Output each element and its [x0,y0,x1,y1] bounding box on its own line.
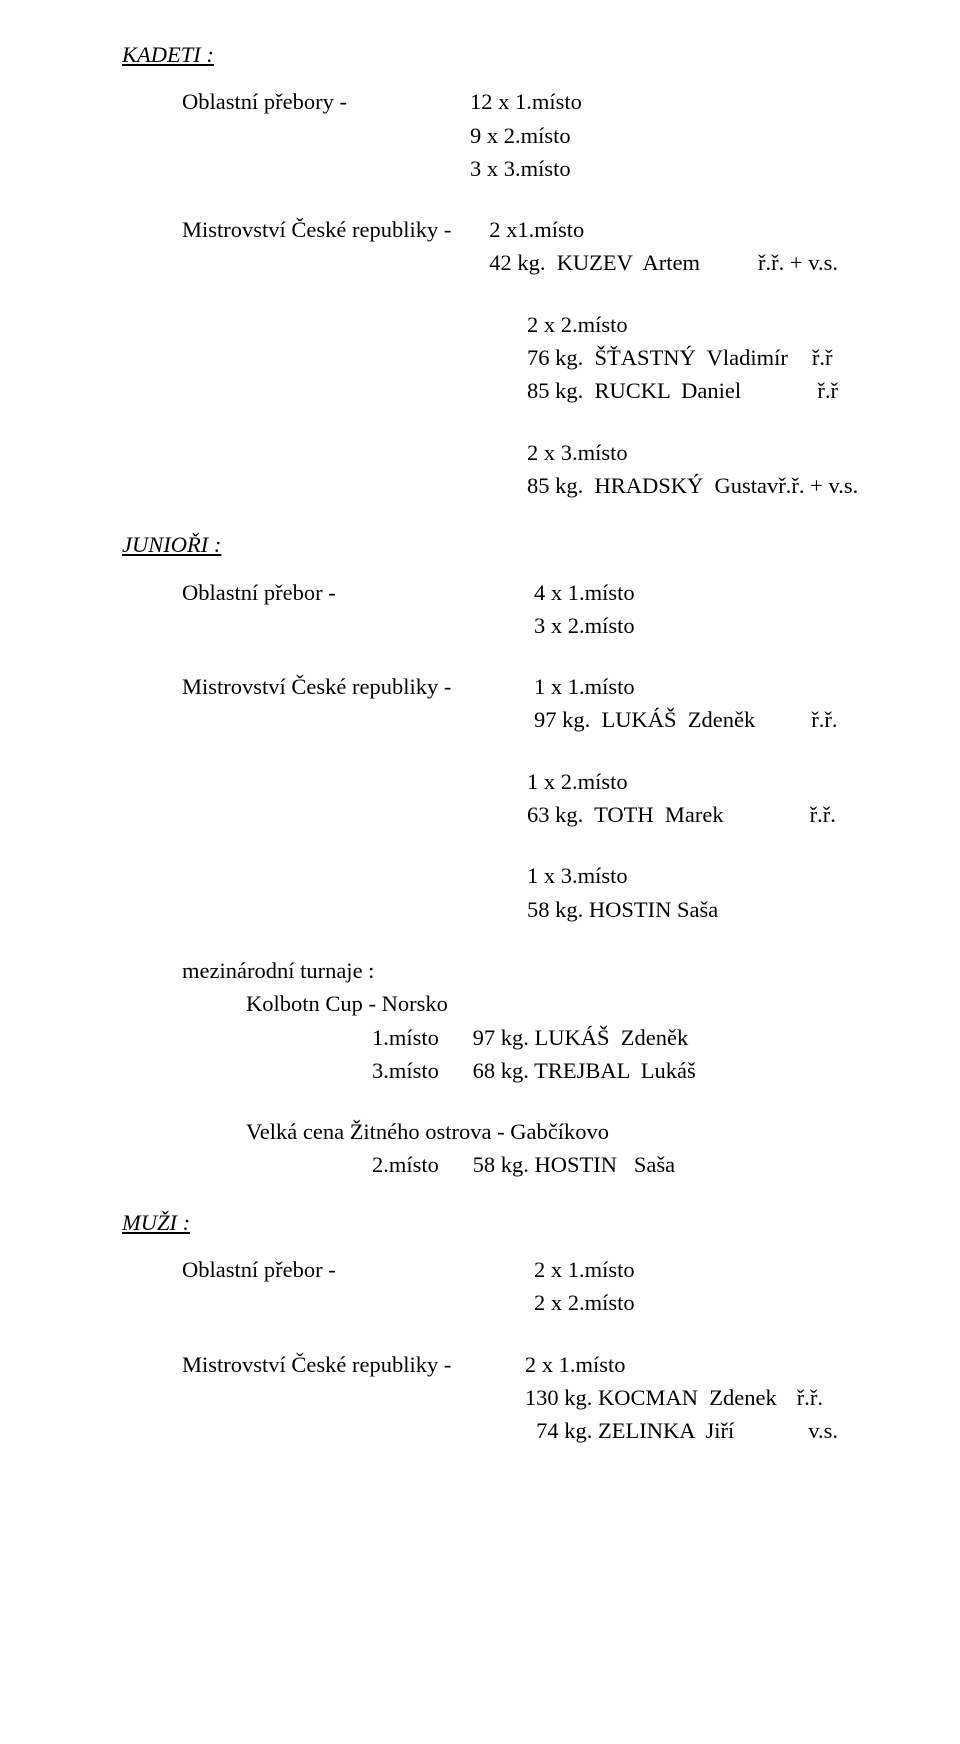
label: Mistrovství České republiky - [182,670,582,737]
line: 2 x1.místo [489,213,838,246]
line: 85 kg. RUCKL Daniel [527,374,741,407]
line: 42 kg. KUZEV Artem [489,246,700,279]
section-heading: KADETI : [122,38,838,71]
line: 76 kg. ŠŤASTNÝ Vladimír [527,341,788,374]
line: 1 x 1.místo [534,670,838,703]
line: 85 kg. HRADSKÝ Gustav [527,469,778,502]
line: 2.místo 58 kg. HOSTIN Saša [372,1148,838,1181]
line: Velká cena Žitného ostrova - Gabčíkovo [246,1115,838,1148]
line: 2 x 1.místo [534,1253,838,1286]
line: 3.místo 68 kg. TREJBAL Lukáš [372,1054,838,1087]
label: Oblastní přebor - [182,1253,582,1320]
line: 74 kg. ZELINKA Jiří [525,1414,734,1447]
line: 9 x 2.místo [470,119,838,152]
line: ř.ř. + v.s. [778,469,858,502]
line: 2 x 1.místo [525,1348,838,1381]
line: 130 kg. KOCMAN Zdenek [525,1381,777,1414]
line: 3 x 3.místo [470,152,838,185]
line: 1 x 3.místo [527,859,838,892]
line: 1.místo 97 kg. LUKÁŠ Zdeněk [372,1021,838,1054]
line: 1 x 2.místo [527,765,838,798]
line: 2 x 2.místo [534,1286,838,1319]
line: 12 x 1.místo [470,85,838,118]
section-heading: MUŽI : [122,1206,838,1239]
line: 2 x 3.místo [527,436,838,469]
line: 97 kg. LUKÁŠ Zdeněk [534,703,755,736]
line: 63 kg. TOTH Marek [527,798,724,831]
label: Oblastní přebor - [182,576,582,643]
line: 4 x 1.místo [534,576,838,609]
label: Mistrovství České republiky - [182,1348,573,1448]
section-heading: JUNIOŘI : [122,528,838,561]
line: 2 x 2.místo [527,308,838,341]
line: 3 x 2.místo [534,609,838,642]
label: mezinárodní turnaje : [182,954,838,987]
line: ř.ř. [811,703,837,736]
line: Kolbotn Cup - Norsko [246,987,838,1020]
line: 58 kg. HOSTIN Saša [527,893,838,926]
line: ř.ř. [810,798,836,831]
line: ř.ř [817,374,838,407]
line: ř.ř. + v.s. [758,246,838,279]
label: Mistrovství České republiky - [182,213,537,280]
line: ř.ř [812,341,833,374]
line: ř.ř. [797,1381,823,1414]
line: v.s. [808,1414,838,1447]
